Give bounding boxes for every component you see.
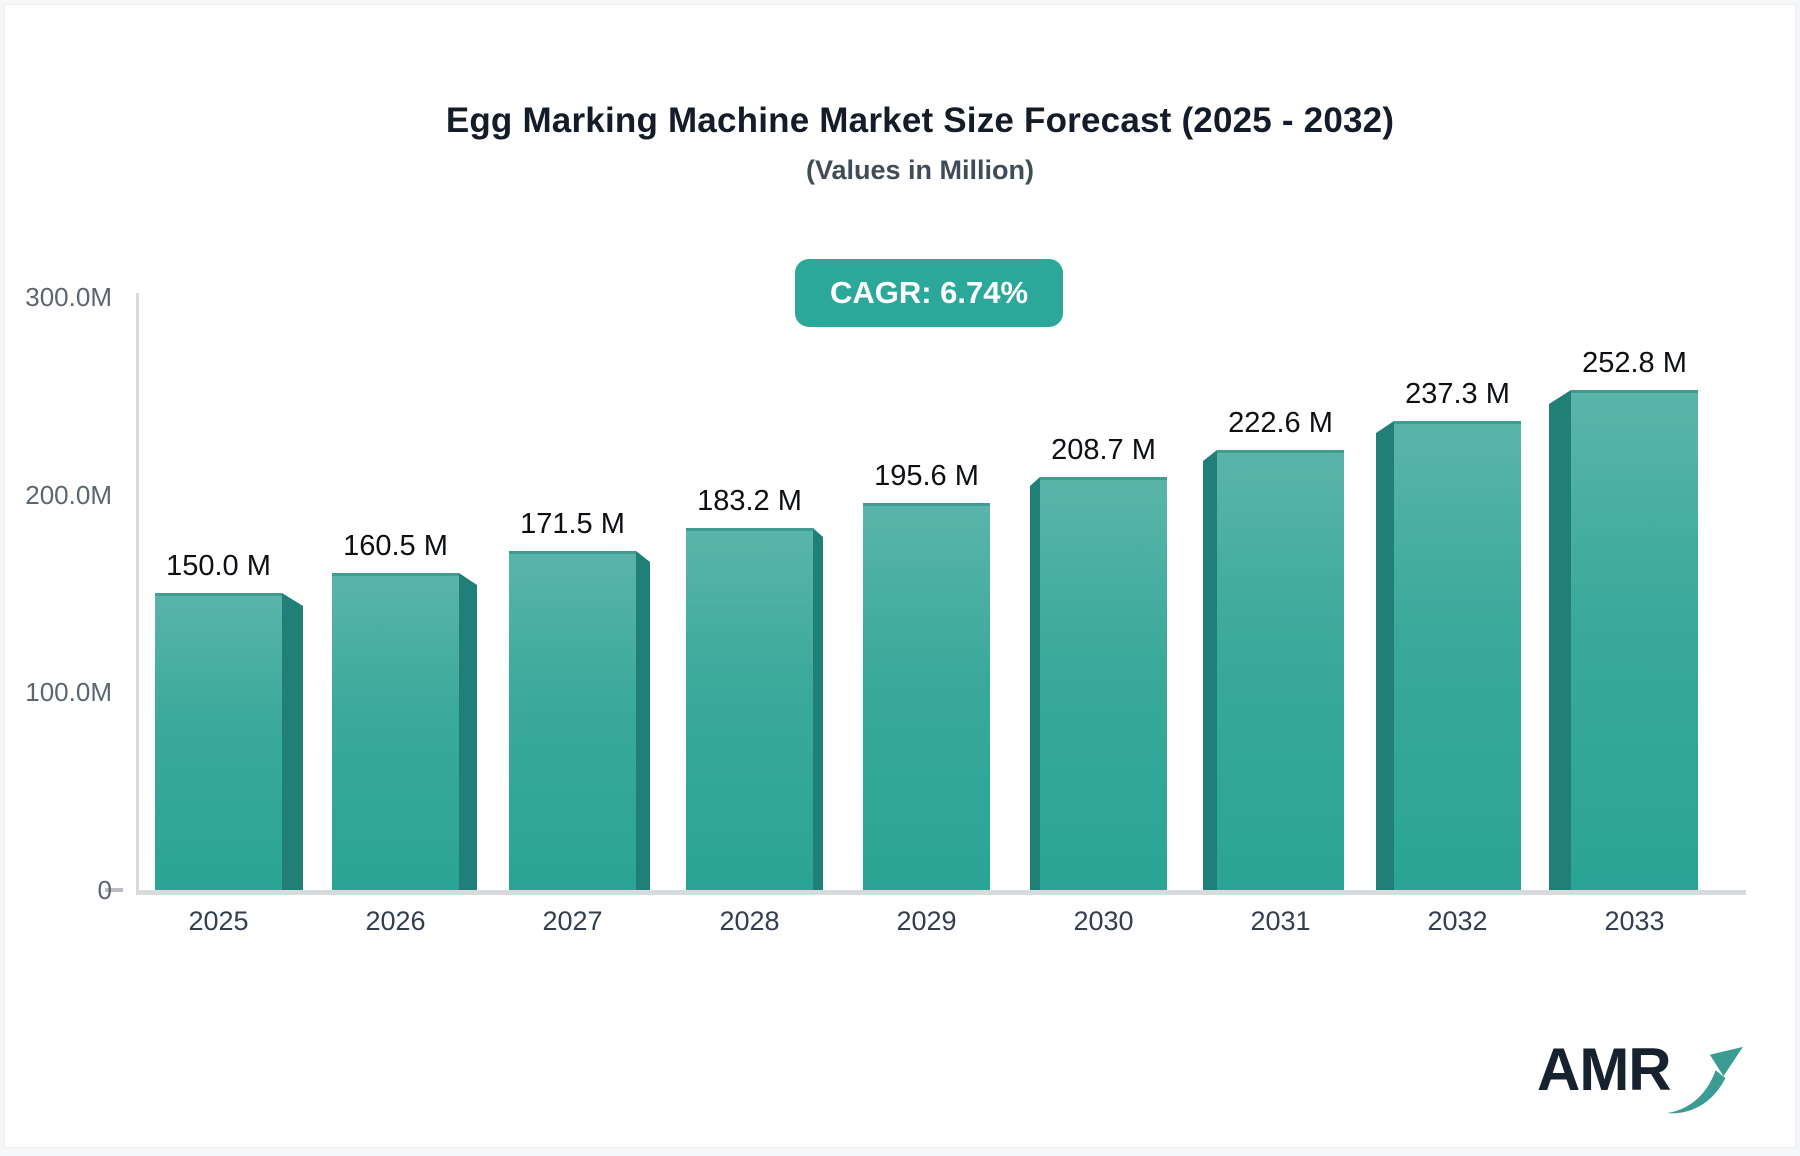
bar-value-label: 195.6 M [874,460,979,492]
brand-logo: AMR [1537,1036,1747,1119]
y-tick-label: 0 [97,875,112,905]
bar-side-3d [813,528,823,890]
x-tick-label: 2028 [719,906,780,936]
chart-header: Egg Marking Machine Market Size Forecast… [45,101,1795,186]
bar-side-3d [1203,450,1217,890]
chart-card: Egg Marking Machine Market Size Forecast… [4,4,1796,1148]
bar [1394,421,1521,890]
x-tick-label: 2031 [1250,906,1311,936]
bar-side-3d [636,551,650,890]
growth-arrow-icon [1666,1046,1743,1114]
x-tick-label: 2032 [1427,906,1488,936]
bar [1040,477,1167,890]
x-tick-label: 2027 [542,906,603,936]
bar-value-label: 150.0 M [166,550,271,582]
zero-tick-dash [105,888,123,892]
bar [686,528,813,890]
bar-value-label: 222.6 M [1228,407,1333,439]
bar [332,573,459,890]
bar-side-3d [1549,390,1571,890]
x-tick-label: 2026 [365,906,426,936]
y-tick-label: 200.0M [25,479,112,510]
bar-value-label: 160.5 M [343,530,448,562]
cagr-badge: CAGR: 6.74% [795,259,1063,327]
y-tick-label: 300.0M [25,281,112,312]
y-tick-label: 100.0M [25,677,112,708]
bar-value-label: 208.7 M [1051,434,1156,466]
bar [155,593,282,890]
chart-subtitle: (Values in Million) [805,155,1035,185]
bar-value-label: 237.3 M [1405,378,1510,410]
logo-text: AMR [1537,1036,1672,1103]
x-tick-label: 2029 [896,906,957,936]
x-tick-label: 2033 [1604,906,1665,936]
bar-side-3d [459,573,477,890]
bar [1217,450,1344,890]
x-axis-line [136,890,1746,895]
bar [509,551,636,890]
bar [1571,390,1698,890]
chart-title: Egg Marking Machine Market Size Forecast… [445,101,1395,140]
x-tick-label: 2030 [1073,906,1134,936]
bar-value-label: 183.2 M [697,485,802,517]
x-tick-label: 2025 [188,906,249,936]
bar-value-label: 171.5 M [520,508,625,540]
bar-value-label: 252.8 M [1582,347,1687,379]
bar-side-3d [1030,477,1040,890]
y-axis-line [136,293,139,890]
bar [863,503,990,890]
bar-side-3d [1376,421,1394,890]
bar-side-3d [282,593,303,890]
